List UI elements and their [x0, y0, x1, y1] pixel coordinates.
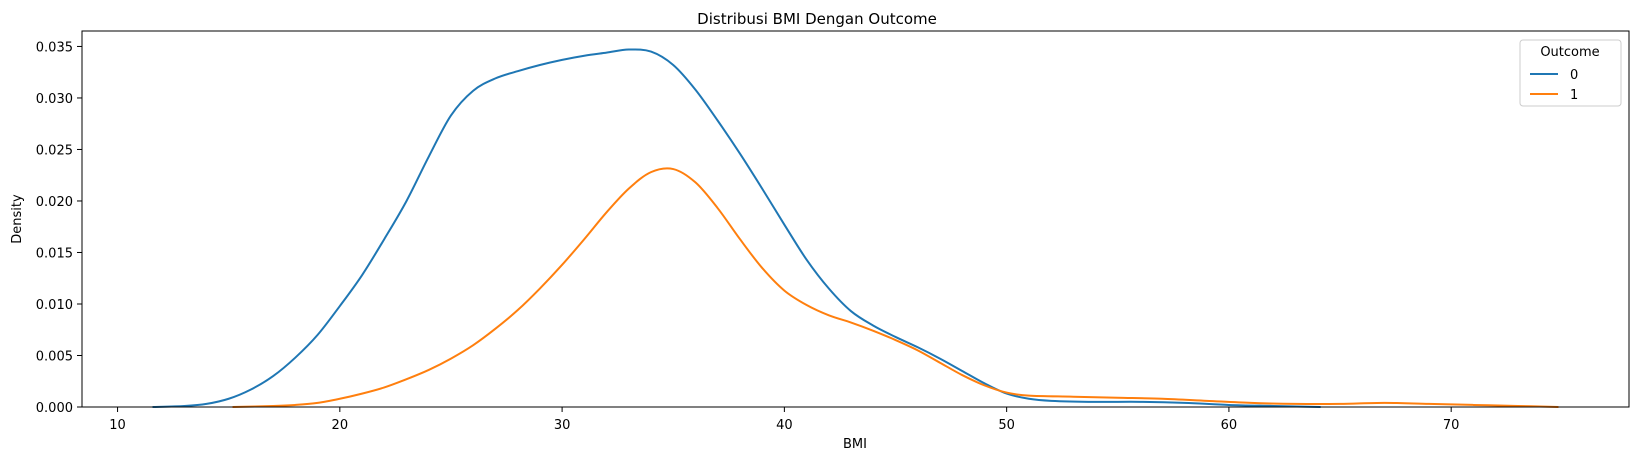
x-axis-ticks: 10 20 30 40 50 60 70 [109, 407, 1459, 433]
legend-label-1: 1 [1570, 88, 1578, 103]
y-tick-label: 0.035 [36, 40, 73, 55]
density-line-outcome-1 [232, 167, 1559, 408]
legend-label-0: 0 [1570, 68, 1578, 83]
y-tick-label: 0.010 [36, 298, 73, 313]
legend: Outcome 01 [1519, 39, 1622, 107]
x-tick-label: 30 [554, 418, 571, 433]
y-axis-label: Density [10, 194, 25, 244]
x-tick-label: 40 [776, 418, 793, 433]
legend-title: Outcome [1540, 45, 1599, 60]
plot-area-frame [81, 30, 1630, 408]
y-tick-label: 0.005 [36, 349, 73, 364]
chart-title: Distribusi BMI Dengan Outcome [697, 10, 937, 28]
y-tick-label: 0.020 [36, 195, 73, 210]
y-axis-ticks: 0.000 0.005 0.010 0.015 0.020 0.025 0.030 0.035 [36, 40, 82, 416]
x-tick-label: 20 [332, 418, 349, 433]
y-tick-label: 0.000 [36, 401, 73, 416]
x-tick-label: 50 [998, 418, 1015, 433]
y-tick-label: 0.025 [36, 143, 73, 158]
y-tick-label: 0.015 [36, 246, 73, 261]
series-layer [152, 48, 1559, 408]
y-tick-label: 0.030 [36, 92, 73, 107]
density-line-outcome-0 [152, 48, 1322, 408]
legend-items: 01 [1530, 68, 1578, 103]
x-tick-label: 70 [1443, 418, 1460, 433]
legend-box [1519, 39, 1622, 107]
x-tick-label: 60 [1221, 418, 1238, 433]
x-axis-label: BMI [843, 437, 867, 452]
x-tick-label: 10 [109, 418, 126, 433]
